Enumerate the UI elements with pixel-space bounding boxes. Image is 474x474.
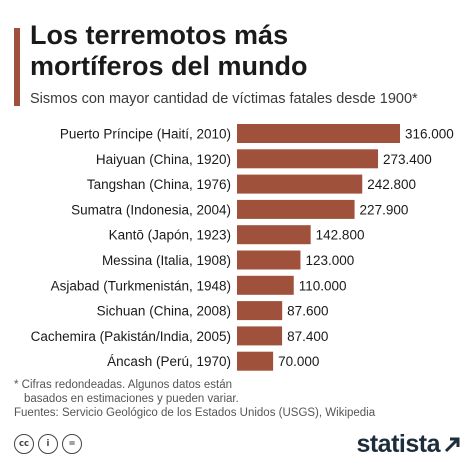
bar bbox=[237, 174, 363, 194]
footer: cc i = statista bbox=[0, 420, 474, 474]
bar bbox=[237, 225, 311, 245]
sources-text: Fuentes: Servicio Geológico de los Estad… bbox=[14, 407, 376, 419]
category-label: Haiyuan (China, 1920) bbox=[96, 152, 231, 167]
value-label: 316.000 bbox=[405, 127, 454, 142]
category-label: Asjabad (Turkmenistán, 1948) bbox=[51, 278, 231, 293]
value-label: 227.900 bbox=[360, 202, 409, 217]
value-label: 87.600 bbox=[287, 304, 328, 319]
bar bbox=[237, 199, 355, 219]
category-label: Puerto Príncipe (Haití, 2010) bbox=[60, 127, 231, 142]
brand-name: statista bbox=[356, 430, 440, 458]
no-derivatives-icon[interactable]: = bbox=[62, 434, 82, 454]
bar bbox=[237, 124, 400, 143]
value-label: 242.800 bbox=[367, 177, 416, 192]
bar bbox=[237, 275, 294, 295]
chart-subtitle: Sismos con mayor cantidad de víctimas fa… bbox=[30, 91, 418, 107]
category-label: Áncash (Perú, 1970) bbox=[107, 354, 231, 369]
category-label: Kantō (Japón, 1923) bbox=[109, 228, 231, 243]
bar bbox=[237, 149, 379, 169]
value-label: 142.800 bbox=[316, 228, 365, 243]
category-label: Sumatra (Indonesia, 2004) bbox=[71, 202, 231, 217]
footnote-line-1: * Cifras redondeadas. Algunos datos está… bbox=[14, 379, 233, 391]
footnote-line-2: basados en estimaciones y pueden variar. bbox=[24, 393, 239, 405]
cc-icon[interactable]: cc bbox=[14, 434, 34, 454]
category-label: Cachemira (Pakistán/India, 2005) bbox=[31, 329, 231, 344]
value-label: 70.000 bbox=[278, 354, 319, 369]
bar bbox=[237, 301, 283, 321]
category-label: Tangshan (China, 1976) bbox=[87, 177, 231, 192]
title-accent-bar bbox=[14, 28, 20, 106]
attribution-icon[interactable]: i bbox=[38, 434, 58, 454]
bar bbox=[237, 351, 274, 371]
category-label: Sichuan (China, 2008) bbox=[97, 304, 231, 319]
value-label: 123.000 bbox=[305, 253, 354, 268]
bar bbox=[237, 250, 301, 270]
statista-logo[interactable]: statista bbox=[356, 430, 460, 459]
statista-logo-icon bbox=[444, 437, 460, 452]
value-label: 87.400 bbox=[287, 329, 328, 344]
value-label: 110.000 bbox=[299, 278, 347, 293]
footnote: * Cifras redondeadas. Algunos datos está… bbox=[14, 378, 454, 420]
chart-title: Los terremotos más mortíferos del mundo bbox=[30, 20, 308, 81]
value-label: 273.400 bbox=[383, 152, 432, 167]
category-label: Messina (Italia, 1908) bbox=[102, 253, 231, 268]
bar bbox=[237, 326, 283, 346]
license-icons: cc i = bbox=[14, 434, 82, 454]
